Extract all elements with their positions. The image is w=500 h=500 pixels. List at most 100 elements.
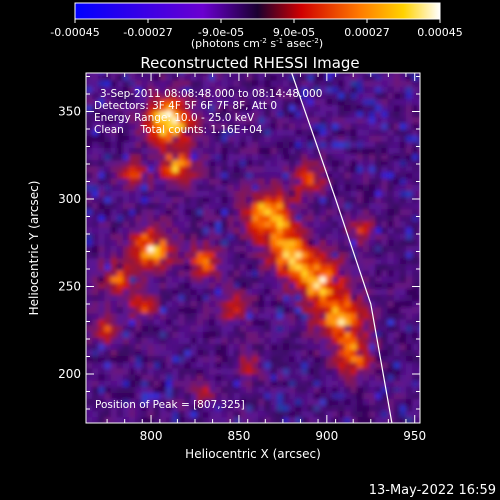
heatmap-cell <box>412 325 419 332</box>
heatmap-cell <box>215 184 222 191</box>
heatmap-cell <box>270 239 278 246</box>
heatmap-cell <box>147 116 155 124</box>
heatmap-cell <box>86 318 93 326</box>
heatmap-cell <box>190 165 198 173</box>
heatmap-cell <box>129 227 136 234</box>
heatmap-cell <box>399 214 407 222</box>
heatmap-cell <box>86 374 93 381</box>
heatmap-cell <box>135 122 142 130</box>
heatmap-cell <box>116 300 124 308</box>
heatmap-cell <box>344 208 352 216</box>
heatmap-cell <box>258 135 266 142</box>
heatmap-cell <box>184 416 192 423</box>
heatmap-cell <box>276 104 284 112</box>
heatmap-cell <box>86 331 93 338</box>
heatmap-cell <box>116 410 124 418</box>
heatmap-cell <box>92 159 99 167</box>
heatmap-cell <box>282 196 290 204</box>
heatmap-cell <box>116 122 124 130</box>
heatmap-cell <box>282 220 290 228</box>
heatmap-cell <box>412 202 419 210</box>
heatmap-cell <box>332 208 339 216</box>
heatmap-cell <box>98 386 106 393</box>
heatmap-cell <box>135 282 142 289</box>
heatmap-cell <box>196 208 204 216</box>
heatmap-cell <box>301 208 309 216</box>
heatmap-cell <box>104 214 112 222</box>
heatmap-cell <box>110 245 118 253</box>
heatmap-cell <box>418 227 420 234</box>
heatmap-cell <box>289 98 296 106</box>
heatmap-cell <box>356 276 364 283</box>
heatmap-cell <box>227 306 235 314</box>
heatmap-cell <box>295 410 302 418</box>
heatmap-cell <box>159 343 167 351</box>
heatmap-cell <box>86 129 93 136</box>
heatmap-cell <box>375 361 382 369</box>
heatmap-cell <box>233 214 241 222</box>
heatmap-cell <box>245 86 253 93</box>
heatmap-cell <box>381 153 389 161</box>
heatmap-cell <box>245 306 253 314</box>
heatmap-cell <box>116 220 124 228</box>
plot-frame <box>85 72 421 424</box>
heatmap-cell <box>110 380 118 387</box>
heatmap-cell <box>221 233 229 240</box>
heatmap-cell <box>202 110 210 118</box>
heatmap-cell <box>375 312 382 320</box>
heatmap-cell <box>165 257 173 265</box>
heatmap-cell <box>233 178 241 185</box>
heatmap-cell <box>362 178 370 185</box>
heatmap-cell <box>178 269 186 277</box>
heatmap-cell <box>190 343 198 351</box>
heatmap-cell <box>301 367 309 375</box>
heatmap-cell <box>252 374 259 381</box>
heatmap-cell <box>153 386 161 393</box>
heatmap-cell <box>239 184 247 191</box>
heatmap-cell <box>338 416 346 423</box>
heatmap-cell <box>307 331 315 338</box>
heatmap-cell <box>159 153 167 161</box>
heatmap-cell <box>252 214 259 222</box>
heatmap-cell <box>233 282 241 289</box>
heatmap-cell <box>356 312 364 320</box>
heatmap-cell <box>172 410 179 418</box>
heatmap-cell <box>209 73 216 81</box>
heatmap-cell <box>375 263 382 271</box>
heatmap-cell <box>295 361 302 369</box>
heatmap-cell <box>313 214 321 222</box>
heatmap-cell <box>165 80 173 87</box>
heatmap-cell <box>227 129 235 136</box>
heatmap-cell <box>129 184 136 191</box>
heatmap-cell <box>129 312 136 320</box>
heatmap-cell <box>165 233 173 240</box>
heatmap-cell <box>307 257 315 265</box>
heatmap-cell <box>245 263 253 271</box>
heatmap-cell <box>172 269 179 277</box>
heatmap-cell <box>135 404 142 412</box>
heatmap-cell <box>369 147 376 155</box>
heatmap-cell <box>221 355 229 363</box>
heatmap-cell <box>104 288 112 295</box>
heatmap-cell <box>129 122 136 130</box>
heatmap-cell <box>412 294 419 302</box>
heatmap-cell <box>202 410 210 418</box>
heatmap-cell <box>98 178 106 185</box>
heatmap-cell <box>356 367 364 375</box>
heatmap-cell <box>227 73 235 81</box>
heatmap-cell <box>313 374 321 381</box>
heatmap-cell <box>344 380 352 387</box>
heatmap-cell <box>399 288 407 295</box>
heatmap-cell <box>135 416 142 423</box>
heatmap-cell <box>332 410 339 418</box>
heatmap-cell <box>381 220 389 228</box>
heatmap-cell <box>344 410 352 418</box>
heatmap-cell <box>282 110 290 118</box>
heatmap-cell <box>258 80 266 87</box>
heatmap-cell <box>221 159 229 167</box>
heatmap-cell <box>184 318 192 326</box>
heatmap-cell <box>221 214 229 222</box>
heatmap-cell <box>202 202 210 210</box>
heatmap-cell <box>92 208 99 216</box>
heatmap-cell <box>190 392 198 400</box>
